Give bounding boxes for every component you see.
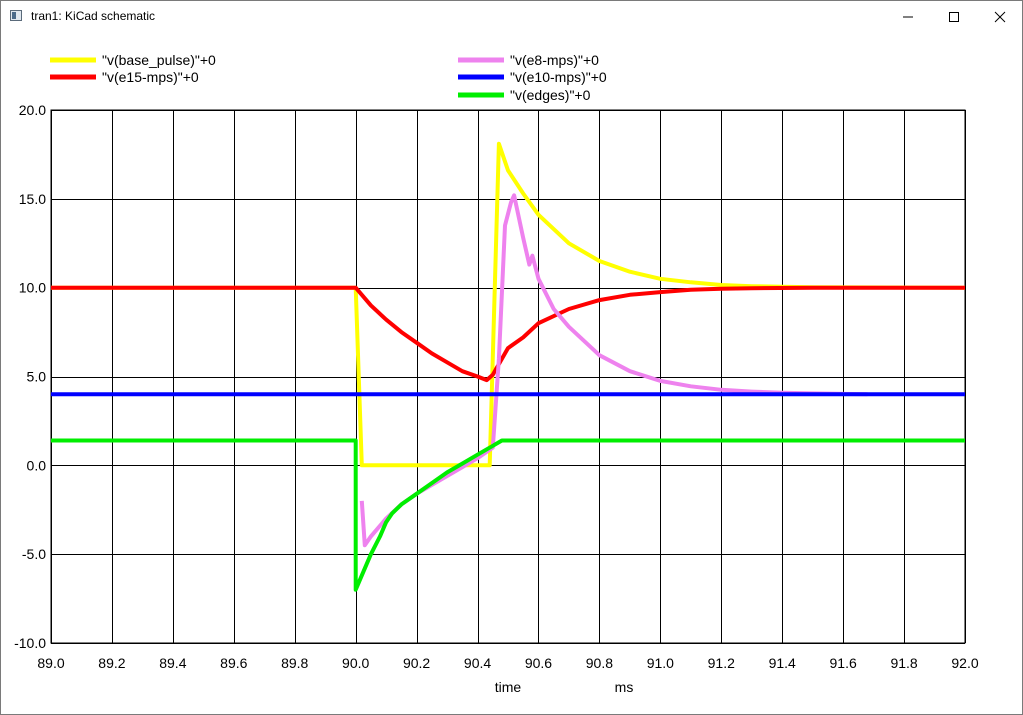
y-tick-label: 10.0 bbox=[19, 280, 46, 296]
trace-2 bbox=[359, 193, 868, 548]
minimize-icon bbox=[903, 16, 913, 17]
y-tick-label: 15.0 bbox=[19, 191, 46, 207]
legend-label: "v(e15-mps)"+0 bbox=[102, 69, 199, 85]
y-tick-label: -5.0 bbox=[22, 546, 46, 562]
x-tick-label: 89.6 bbox=[220, 655, 247, 671]
legend: "v(base_pulse)"+0 "v(e8-mps)"+0 "v(e15-mps… bbox=[50, 52, 607, 103]
legend-item: "v(e10-mps)"+0 bbox=[458, 69, 607, 85]
x-tick-label: 89.2 bbox=[98, 655, 125, 671]
legend-item: "v(base_pulse)"+0 bbox=[50, 52, 216, 68]
maximize-icon bbox=[949, 11, 959, 22]
trace-0 bbox=[51, 141, 966, 468]
x-tick-label: 90.6 bbox=[525, 655, 552, 671]
maximize-button[interactable] bbox=[931, 1, 977, 32]
legend-label: "v(base_pulse)"+0 bbox=[102, 52, 216, 68]
legend-label: "v(e10-mps)"+0 bbox=[510, 69, 607, 85]
x-tick-label: 90.8 bbox=[586, 655, 613, 671]
x-tick-label: 91.4 bbox=[769, 655, 796, 671]
legend-item: "v(e15-mps)"+0 bbox=[50, 69, 199, 85]
x-tick-label: 90.2 bbox=[403, 655, 430, 671]
trace-1 bbox=[51, 285, 965, 383]
window-app-icon bbox=[10, 10, 22, 21]
close-button[interactable] bbox=[977, 1, 1023, 32]
y-tick-label: 20.0 bbox=[19, 102, 46, 118]
x-tick-label: 89.8 bbox=[281, 655, 308, 671]
y-tick-label: -10.0 bbox=[14, 635, 46, 651]
window-title: tran1: KiCad schematic bbox=[31, 9, 156, 23]
legend-label: "v(edges)"+0 bbox=[510, 87, 591, 103]
legend-label: "v(e8-mps)"+0 bbox=[510, 52, 599, 68]
x-tick-label: 91.8 bbox=[890, 655, 917, 671]
title-bar[interactable]: tran1: KiCad schematic bbox=[1, 1, 1022, 32]
x-tick-label: 90.0 bbox=[342, 655, 369, 671]
x-tick-label: 89.0 bbox=[37, 655, 64, 671]
y-tick-label: 5.0 bbox=[27, 369, 47, 385]
x-tick-labels: 89.0 89.2 89.4 89.6 89.8 90.0 90.2 90.4 90.6 90.8… bbox=[37, 655, 978, 671]
legend-item: "v(e8-mps)"+0 bbox=[458, 52, 599, 68]
x-tick-label: 91.6 bbox=[830, 655, 857, 671]
x-tick-label: 91.2 bbox=[708, 655, 735, 671]
traces bbox=[51, 141, 966, 592]
x-tick-label: 89.4 bbox=[159, 655, 186, 671]
x-tick-label: 90.4 bbox=[464, 655, 491, 671]
x-tick-label: 92.0 bbox=[951, 655, 978, 671]
legend-item: "v(edges)"+0 bbox=[458, 87, 591, 103]
plot-grid bbox=[50, 109, 966, 644]
waveform-plot[interactable]: "v(base_pulse)"+0 "v(e8-mps)"+0 "v(e15-mps… bbox=[1, 32, 1022, 714]
trace-4 bbox=[51, 438, 965, 592]
x-tick-label: 91.0 bbox=[647, 655, 674, 671]
x-axis-label: time bbox=[495, 679, 522, 695]
y-tick-label: 0.0 bbox=[27, 457, 47, 473]
x-axis-unit: ms bbox=[615, 679, 634, 695]
plot-frame bbox=[50, 109, 966, 644]
minimize-button[interactable] bbox=[885, 1, 931, 32]
y-tick-labels: 20.0 15.0 10.0 5.0 0.0 -5.0 -10.0 bbox=[14, 102, 46, 651]
close-icon bbox=[994, 11, 1006, 22]
